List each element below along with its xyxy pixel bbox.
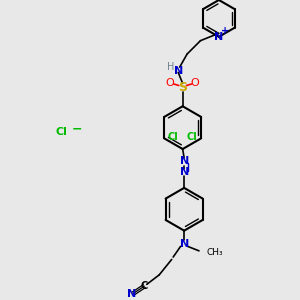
Text: N: N	[214, 32, 224, 42]
Text: S: S	[178, 81, 187, 94]
Text: N: N	[179, 239, 189, 249]
Text: Cl: Cl	[168, 132, 178, 142]
Text: Cl: Cl	[55, 127, 67, 137]
Text: N: N	[174, 66, 183, 76]
Text: Cl: Cl	[187, 132, 198, 142]
Text: O: O	[166, 77, 175, 88]
Text: N: N	[179, 157, 189, 166]
Text: N: N	[179, 167, 189, 177]
Text: C: C	[141, 281, 148, 291]
Text: +: +	[221, 26, 230, 37]
Text: O: O	[191, 77, 200, 88]
Text: N: N	[127, 290, 136, 299]
Text: H: H	[167, 62, 174, 72]
Text: −: −	[72, 123, 83, 136]
Text: CH₃: CH₃	[207, 248, 224, 257]
